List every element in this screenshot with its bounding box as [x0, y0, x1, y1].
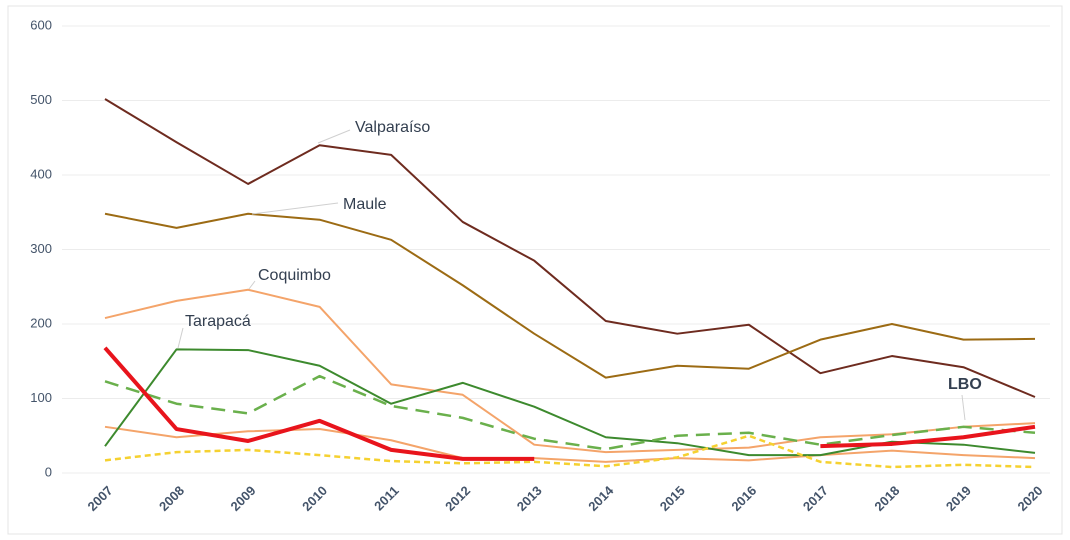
x-tick-label: 2015 [657, 483, 688, 514]
annotation-leader [961, 394, 966, 421]
y-tick-label: 100 [30, 390, 52, 405]
y-tick-label: 0 [45, 464, 52, 479]
series-line [104, 434, 1036, 469]
annotation-leader [177, 327, 184, 349]
y-tick-label: 500 [30, 92, 52, 107]
series-annotation: Valparaíso [355, 119, 430, 136]
y-tick-label: 600 [30, 17, 52, 32]
x-tick-label: 2016 [728, 483, 759, 514]
chart-frame [7, 5, 1063, 535]
x-tick-label: 2020 [1014, 483, 1045, 514]
series-line [103, 346, 535, 461]
x-tick-label: 2013 [514, 483, 545, 514]
series-annotation: Tarapacá [185, 313, 251, 330]
series-annotation: Coquimbo [258, 267, 331, 284]
series-annotation: LBO [948, 376, 982, 393]
x-tick-label: 2007 [84, 483, 115, 514]
annotation-leader [248, 280, 256, 290]
series-annotation: Maule [343, 196, 387, 213]
annotation-leader [317, 129, 351, 144]
x-tick-label: 2012 [442, 483, 473, 514]
x-tick-label: 2010 [299, 483, 330, 514]
series-line [104, 425, 1036, 463]
x-tick-label: 2008 [156, 483, 187, 514]
y-tick-label: 400 [30, 166, 52, 181]
x-tick-label: 2014 [585, 482, 617, 514]
y-tick-label: 300 [30, 241, 52, 256]
series-line [104, 98, 1036, 398]
series-line [104, 288, 1036, 454]
series-line [104, 212, 1036, 379]
annotation-leader [251, 202, 339, 215]
x-tick-label: 2011 [371, 483, 402, 514]
x-tick-label: 2019 [943, 483, 974, 514]
x-tick-label: 2017 [800, 483, 831, 514]
y-tick-label: 200 [30, 315, 52, 330]
series-line [104, 374, 1036, 451]
series-line [820, 424, 1036, 449]
x-tick-label: 2009 [228, 483, 259, 514]
x-tick-label: 2018 [871, 483, 902, 514]
